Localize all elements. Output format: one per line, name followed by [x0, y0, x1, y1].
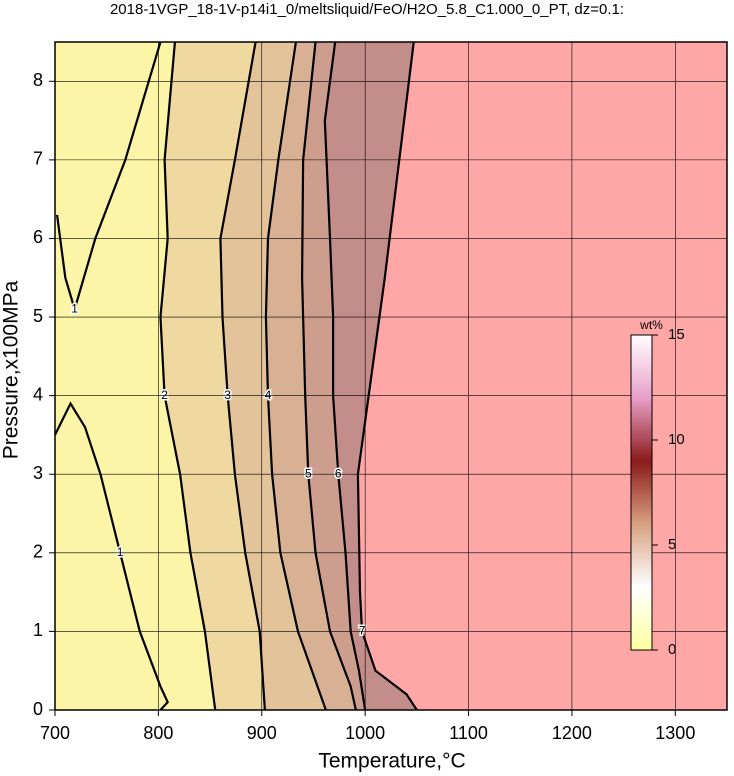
y-tick-label: 0: [33, 699, 43, 719]
colorbar-tick-label: 5: [668, 536, 676, 553]
contour-label: 6: [335, 466, 342, 480]
x-tick-label: 1100: [449, 723, 488, 743]
colorbar-tick-label: 0: [668, 641, 676, 658]
contour-label: 2: [161, 388, 168, 402]
colorbar-tick-label: 15: [668, 326, 685, 343]
plot-area: 1 1 2 3 4 5 6 7: [55, 42, 727, 710]
colorbar: [630, 334, 653, 651]
contour-band: [357, 42, 727, 710]
plot-frame: [54, 41, 728, 711]
y-tick-label: 1: [33, 620, 43, 640]
x-tick-label: 1300: [655, 723, 695, 743]
contour-line: [55, 42, 162, 314]
y-tick-label: 7: [33, 149, 43, 169]
contour-line: [323, 42, 367, 710]
x-tick-label: 800: [143, 723, 173, 743]
chart-title: 2018-1VGP_18-1V-p14i1_0/meltsliquid/FeO/…: [110, 1, 624, 18]
contour-label: 1: [71, 301, 78, 315]
y-axis-label: Pressure,x100MPa: [0, 280, 23, 459]
y-tick-label: 6: [33, 227, 43, 247]
y-tick-label: 4: [33, 384, 43, 404]
x-tick-label: 900: [247, 723, 277, 743]
contour-label: 5: [305, 466, 312, 480]
y-tick-label: 2: [33, 542, 43, 562]
y-tick-label: 3: [33, 463, 43, 483]
colorbar-label: wt%: [639, 318, 663, 332]
colorbar-tick-label: 10: [668, 431, 685, 448]
contour-label: 3: [224, 388, 231, 402]
y-tick-label: 8: [33, 70, 43, 90]
x-tick-label: 1200: [552, 723, 592, 743]
contour-label: 1: [117, 545, 124, 559]
x-tick-label: 700: [40, 723, 70, 743]
x-axis-label: Temperature,°C: [318, 750, 465, 773]
y-tick-label: 5: [33, 306, 43, 326]
contour-label: 4: [265, 388, 272, 402]
contour-label: 7: [359, 624, 366, 638]
contour-line: [356, 42, 418, 710]
x-tick-label: 1000: [345, 723, 385, 743]
